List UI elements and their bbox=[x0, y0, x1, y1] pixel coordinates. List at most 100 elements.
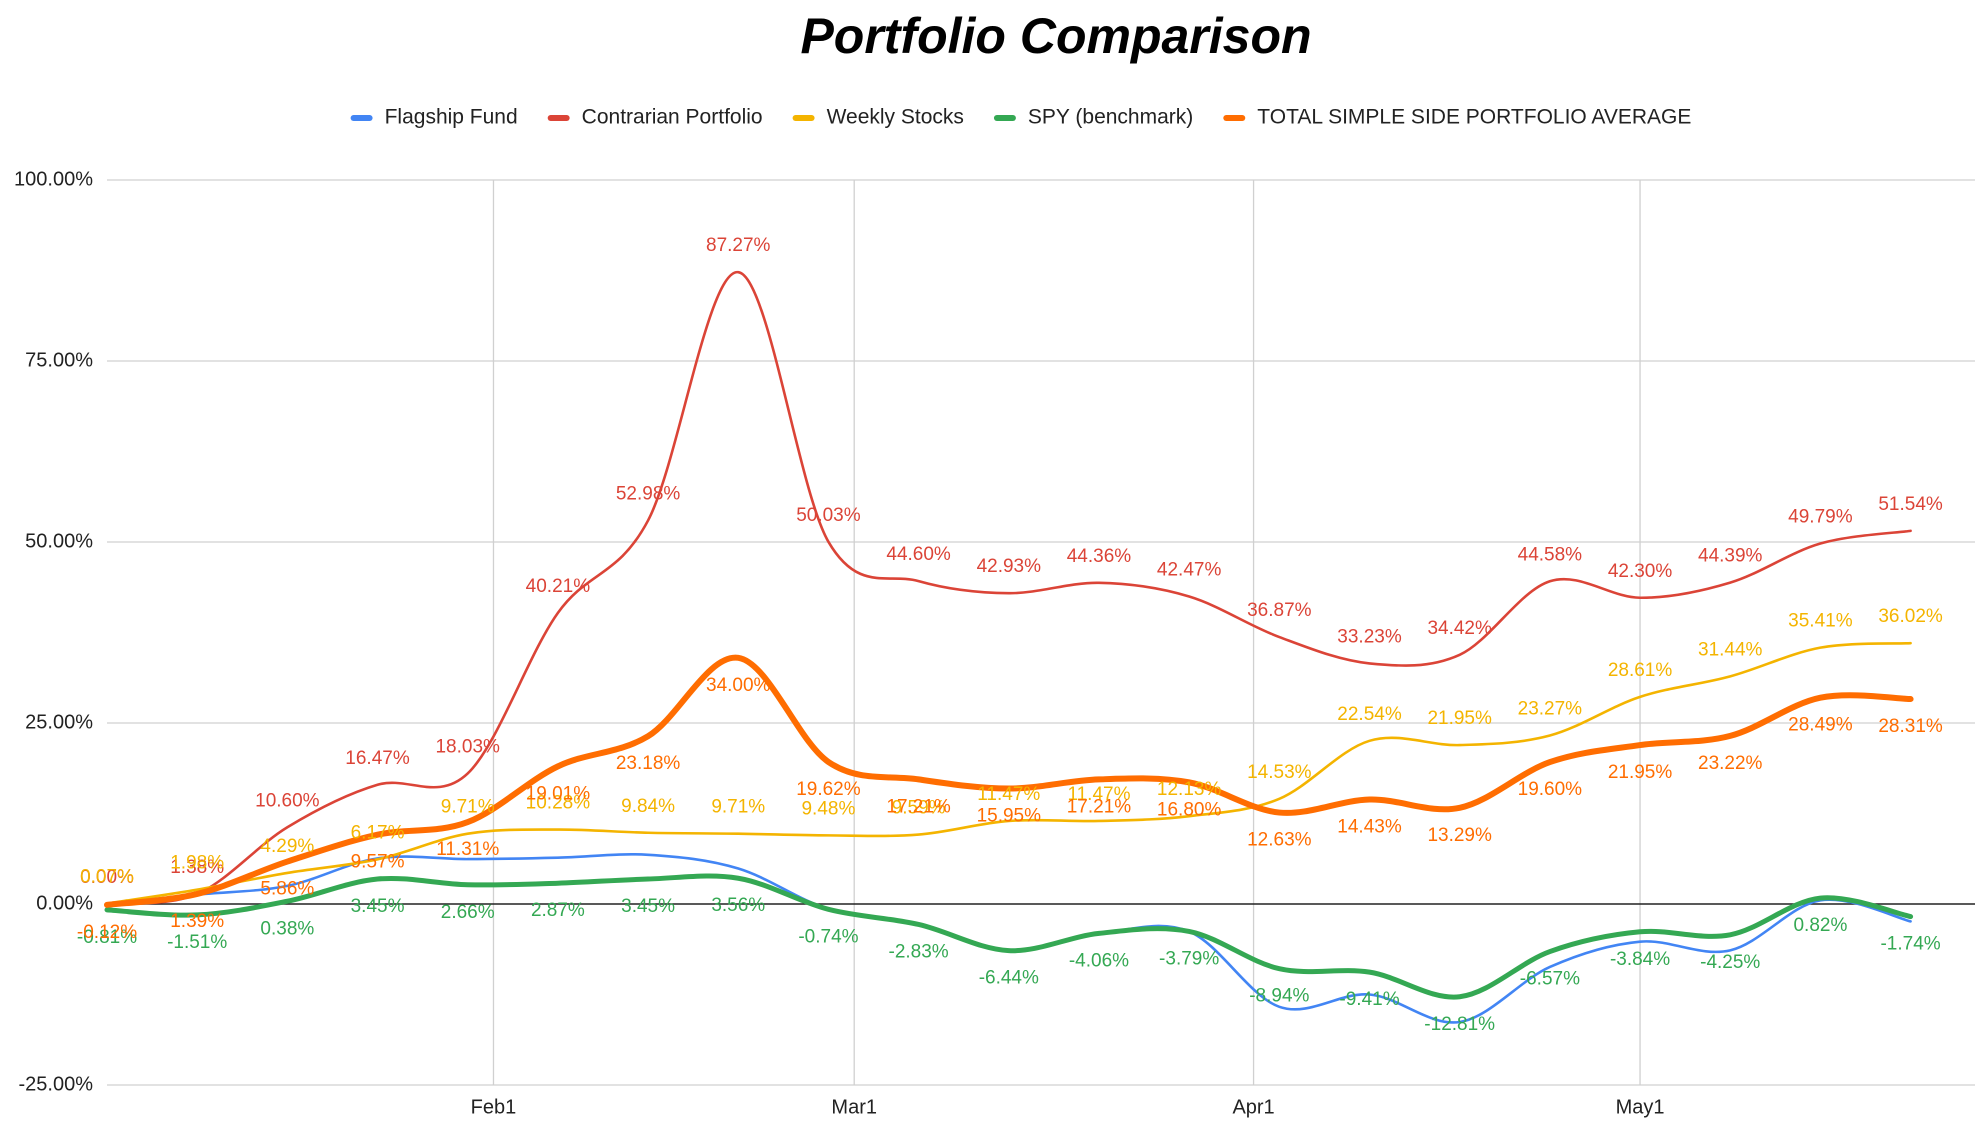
data-label: 17.21% bbox=[1067, 796, 1132, 817]
data-label: 40.21% bbox=[526, 576, 591, 597]
series-line bbox=[104, 873, 1914, 1000]
data-label: 14.53% bbox=[1247, 762, 1312, 783]
data-label: -0.74% bbox=[798, 926, 858, 947]
legend-swatch bbox=[792, 115, 815, 121]
data-label: 2.66% bbox=[441, 902, 495, 923]
data-label: 0.82% bbox=[1793, 915, 1847, 936]
y-tick-label: 0.00% bbox=[36, 892, 93, 914]
data-label: 1.39% bbox=[170, 911, 224, 932]
data-label: 10.60% bbox=[255, 790, 320, 811]
data-label: 17.21% bbox=[886, 796, 951, 817]
data-label: 19.01% bbox=[526, 783, 591, 804]
data-label: 11.47% bbox=[1067, 784, 1130, 805]
data-label: 19.62% bbox=[796, 779, 861, 800]
data-label: -6.57% bbox=[1520, 969, 1580, 990]
data-label: -1.74% bbox=[1880, 934, 1940, 955]
lines bbox=[104, 270, 1914, 1024]
data-label: -9.41% bbox=[1339, 989, 1399, 1010]
data-label: 14.43% bbox=[1337, 817, 1402, 838]
data-label: 9.71% bbox=[711, 797, 765, 818]
data-label: 0.07% bbox=[80, 867, 134, 888]
data-label: 31.44% bbox=[1698, 639, 1763, 660]
data-label: 6.17% bbox=[351, 822, 405, 843]
data-label: 36.02% bbox=[1878, 606, 1943, 627]
data-label: 36.87% bbox=[1247, 600, 1312, 621]
x-tick-label: Feb1 bbox=[471, 1096, 517, 1118]
data-label: 9.48% bbox=[801, 798, 855, 819]
data-label: 2.87% bbox=[531, 900, 585, 921]
data-label: 12.63% bbox=[1247, 830, 1312, 851]
y-tick-label: 75.00% bbox=[25, 349, 93, 371]
data-label: 33.23% bbox=[1337, 626, 1402, 647]
data-label: 16.80% bbox=[1157, 799, 1222, 820]
data-label: -4.25% bbox=[1700, 952, 1760, 973]
data-label: 11.31% bbox=[436, 839, 499, 860]
data-label: 44.58% bbox=[1518, 544, 1583, 565]
data-label: 49.79% bbox=[1788, 507, 1853, 528]
data-label: 3.45% bbox=[621, 896, 675, 917]
y-tick-label: 100.00% bbox=[14, 168, 93, 190]
data-label: 10.28% bbox=[526, 793, 591, 814]
y-tick-label: 25.00% bbox=[25, 711, 93, 733]
data-label: 28.49% bbox=[1788, 715, 1853, 736]
data-label: 9.57% bbox=[351, 852, 405, 873]
data-label: 9.71% bbox=[441, 797, 495, 818]
y-tick-label: 50.00% bbox=[25, 530, 93, 552]
x-tick-label: Apr1 bbox=[1232, 1096, 1274, 1118]
data-label: 51.54% bbox=[1878, 494, 1943, 515]
data-label: 42.93% bbox=[977, 556, 1042, 577]
legend-swatch bbox=[547, 115, 570, 121]
data-label: 3.45% bbox=[351, 896, 405, 917]
legend-swatch bbox=[993, 115, 1016, 121]
data-label: 5.86% bbox=[260, 879, 314, 900]
data-label: -8.94% bbox=[1249, 986, 1309, 1007]
legend-swatch bbox=[1223, 115, 1246, 121]
data-label: -0.12% bbox=[77, 922, 137, 943]
data-label: -12.81% bbox=[1424, 1014, 1495, 1035]
series-line bbox=[104, 654, 1914, 908]
legend-label: TOTAL SIMPLE SIDE PORTFOLIO AVERAGE bbox=[1257, 106, 1691, 129]
data-label: 9.84% bbox=[621, 796, 675, 817]
data-label: 1.98% bbox=[170, 853, 224, 874]
data-label: 23.18% bbox=[616, 753, 681, 774]
data-label: -0.81% bbox=[77, 927, 137, 948]
data-label: 18.03% bbox=[435, 736, 500, 757]
data-label: 16.47% bbox=[345, 748, 410, 769]
legend: Flagship Fund Contrarian Portfolio Weekly … bbox=[350, 106, 1691, 129]
data-label: 28.31% bbox=[1878, 716, 1943, 737]
data-label: 9.59% bbox=[892, 798, 946, 819]
legend-label: Weekly Stocks bbox=[827, 106, 964, 129]
legend-swatch bbox=[350, 115, 373, 121]
series-line bbox=[105, 270, 1912, 906]
data-label: 34.42% bbox=[1427, 618, 1492, 639]
x-tick-label: Mar1 bbox=[831, 1096, 877, 1118]
data-label: -3.79% bbox=[1159, 948, 1219, 969]
data-label: 4.29% bbox=[260, 836, 314, 857]
data-label: -4.06% bbox=[1069, 950, 1129, 971]
data-label: 50.03% bbox=[796, 505, 861, 526]
data-label: 44.39% bbox=[1698, 546, 1763, 567]
y-tick-label: -25.00% bbox=[19, 1073, 94, 1095]
labels: 0.00% 1.38% 10.60% 16.47% 18.03% 40.21% 52.98%… bbox=[77, 235, 1943, 1035]
grid: Feb1 Mar1 Apr1 May1 -25.00% 0.00% 25.00% 50.00%… bbox=[14, 168, 1975, 1118]
data-label: 28.61% bbox=[1608, 660, 1673, 681]
data-label: -6.44% bbox=[979, 968, 1039, 989]
data-label: 35.41% bbox=[1788, 611, 1853, 632]
legend-label: Contrarian Portfolio bbox=[582, 106, 763, 129]
data-label: 42.47% bbox=[1157, 560, 1222, 581]
data-label: 23.27% bbox=[1518, 699, 1583, 720]
data-label: 52.98% bbox=[616, 483, 681, 504]
data-label: 21.95% bbox=[1608, 762, 1673, 783]
data-label: 19.60% bbox=[1518, 779, 1583, 800]
data-label: 87.27% bbox=[706, 235, 771, 256]
data-label: 11.47% bbox=[977, 784, 1040, 805]
data-label: 13.29% bbox=[1427, 825, 1492, 846]
data-label: -2.83% bbox=[889, 942, 949, 963]
data-label: 0.00% bbox=[80, 867, 134, 888]
data-label: 15.95% bbox=[977, 806, 1042, 827]
data-label: 1.38% bbox=[170, 857, 224, 878]
data-label: 0.38% bbox=[260, 918, 314, 939]
legend-label: SPY (benchmark) bbox=[1028, 106, 1193, 129]
data-label: 23.22% bbox=[1698, 753, 1763, 774]
